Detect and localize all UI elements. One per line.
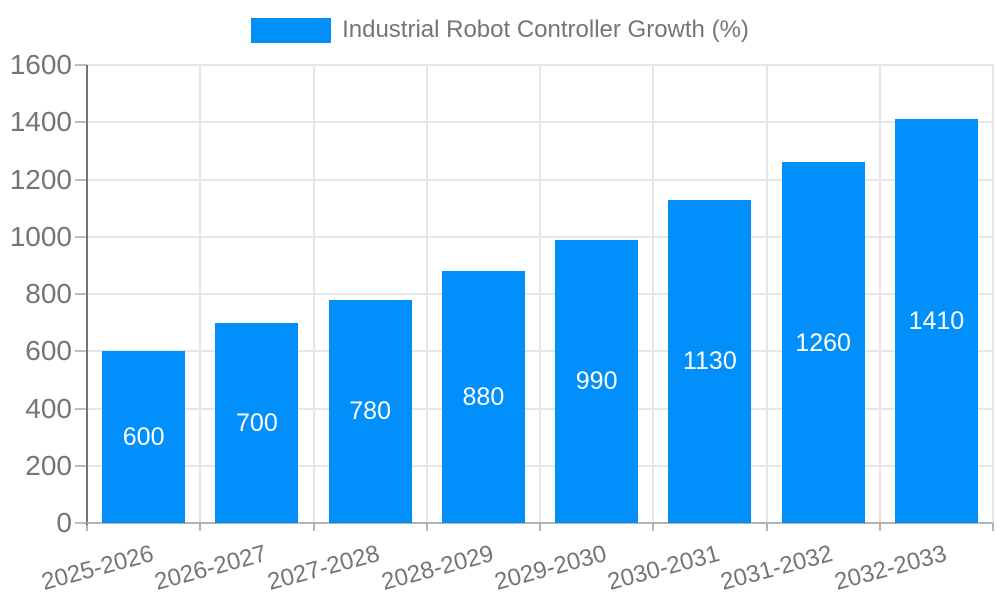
x-axis-tick xyxy=(765,523,768,531)
x-gridline xyxy=(312,65,315,523)
bar-value-label: 600 xyxy=(122,423,165,452)
x-axis-tick xyxy=(539,523,541,531)
bar-2030-2031[interactable] xyxy=(668,199,752,523)
y-axis-tick xyxy=(75,293,87,295)
x-axis-tick xyxy=(992,523,994,531)
y-axis-tick-label: 400 xyxy=(25,392,72,424)
x-axis-tick-label: 2027-2028 xyxy=(264,540,383,596)
x-axis-tick-label: 2028-2029 xyxy=(378,540,497,596)
y-axis-tick-label: 1000 xyxy=(9,220,72,252)
bar-2031-2032[interactable] xyxy=(781,162,865,523)
legend-item[interactable]: Industrial Robot Controller Growth (%) xyxy=(251,16,749,44)
y-axis-tick-label: 200 xyxy=(25,449,72,481)
y-axis-tick-label: 0 xyxy=(56,507,72,538)
x-axis-tick xyxy=(199,523,202,531)
legend-swatch-icon xyxy=(251,17,332,43)
bar-2025-2026[interactable] xyxy=(102,351,186,523)
y-axis-tick xyxy=(75,178,87,181)
x-gridline xyxy=(992,65,994,523)
y-axis-tick-label: 800 xyxy=(25,278,72,309)
legend: Industrial Robot Controller Growth (%) xyxy=(0,16,1000,44)
y-axis-tick xyxy=(75,522,87,524)
bar-2028-2029[interactable] xyxy=(441,271,525,523)
bar-2029-2030[interactable] xyxy=(555,239,639,523)
y-axis-tick xyxy=(75,407,87,410)
x-axis-tick-label: 2031-2032 xyxy=(717,540,836,596)
x-gridline xyxy=(539,65,541,523)
bar-value-label: 1130 xyxy=(682,347,737,376)
y-axis-tick-label: 600 xyxy=(25,335,72,367)
bar-2032-2033[interactable] xyxy=(894,119,978,523)
x-axis-tick-label: 2026-2027 xyxy=(151,540,270,596)
y-axis-line xyxy=(86,65,88,525)
bar-value-label: 1260 xyxy=(795,328,851,357)
x-axis-line xyxy=(87,522,993,524)
y-axis-tick xyxy=(75,64,87,66)
x-gridline xyxy=(878,65,881,523)
x-gridline xyxy=(652,65,655,523)
y-axis-tick-label: 1400 xyxy=(9,106,72,138)
bar-2027-2028[interactable] xyxy=(328,299,412,523)
y-axis-tick-label: 1600 xyxy=(9,49,72,80)
x-gridline xyxy=(199,65,202,523)
x-axis-tick-label: 2025-2026 xyxy=(38,540,157,596)
x-axis-tick xyxy=(86,523,88,531)
x-axis-tick-label: 2030-2031 xyxy=(604,540,723,596)
x-axis-tick xyxy=(652,523,655,531)
x-axis-tick-label: 2032-2033 xyxy=(831,540,950,596)
y-axis-tick-label: 1200 xyxy=(9,163,72,195)
bar-value-label: 700 xyxy=(236,408,278,437)
x-axis-tick-label: 2029-2030 xyxy=(491,540,610,596)
bar-value-label: 880 xyxy=(462,383,505,412)
bar-value-label: 780 xyxy=(349,397,391,426)
x-axis-tick xyxy=(312,523,315,531)
x-axis-tick xyxy=(425,523,428,531)
bar-value-label: 990 xyxy=(575,367,618,396)
x-gridline xyxy=(765,65,768,523)
y-axis-tick xyxy=(75,235,87,238)
y-axis-tick xyxy=(75,350,87,353)
x-gridline xyxy=(425,65,428,523)
y-axis-tick xyxy=(75,121,87,124)
x-axis-tick xyxy=(878,523,881,531)
y-axis-tick xyxy=(75,464,87,467)
bar-2026-2027[interactable] xyxy=(215,322,299,523)
bar-value-label: 1410 xyxy=(908,307,965,336)
legend-label: Industrial Robot Controller Growth (%) xyxy=(342,16,749,43)
